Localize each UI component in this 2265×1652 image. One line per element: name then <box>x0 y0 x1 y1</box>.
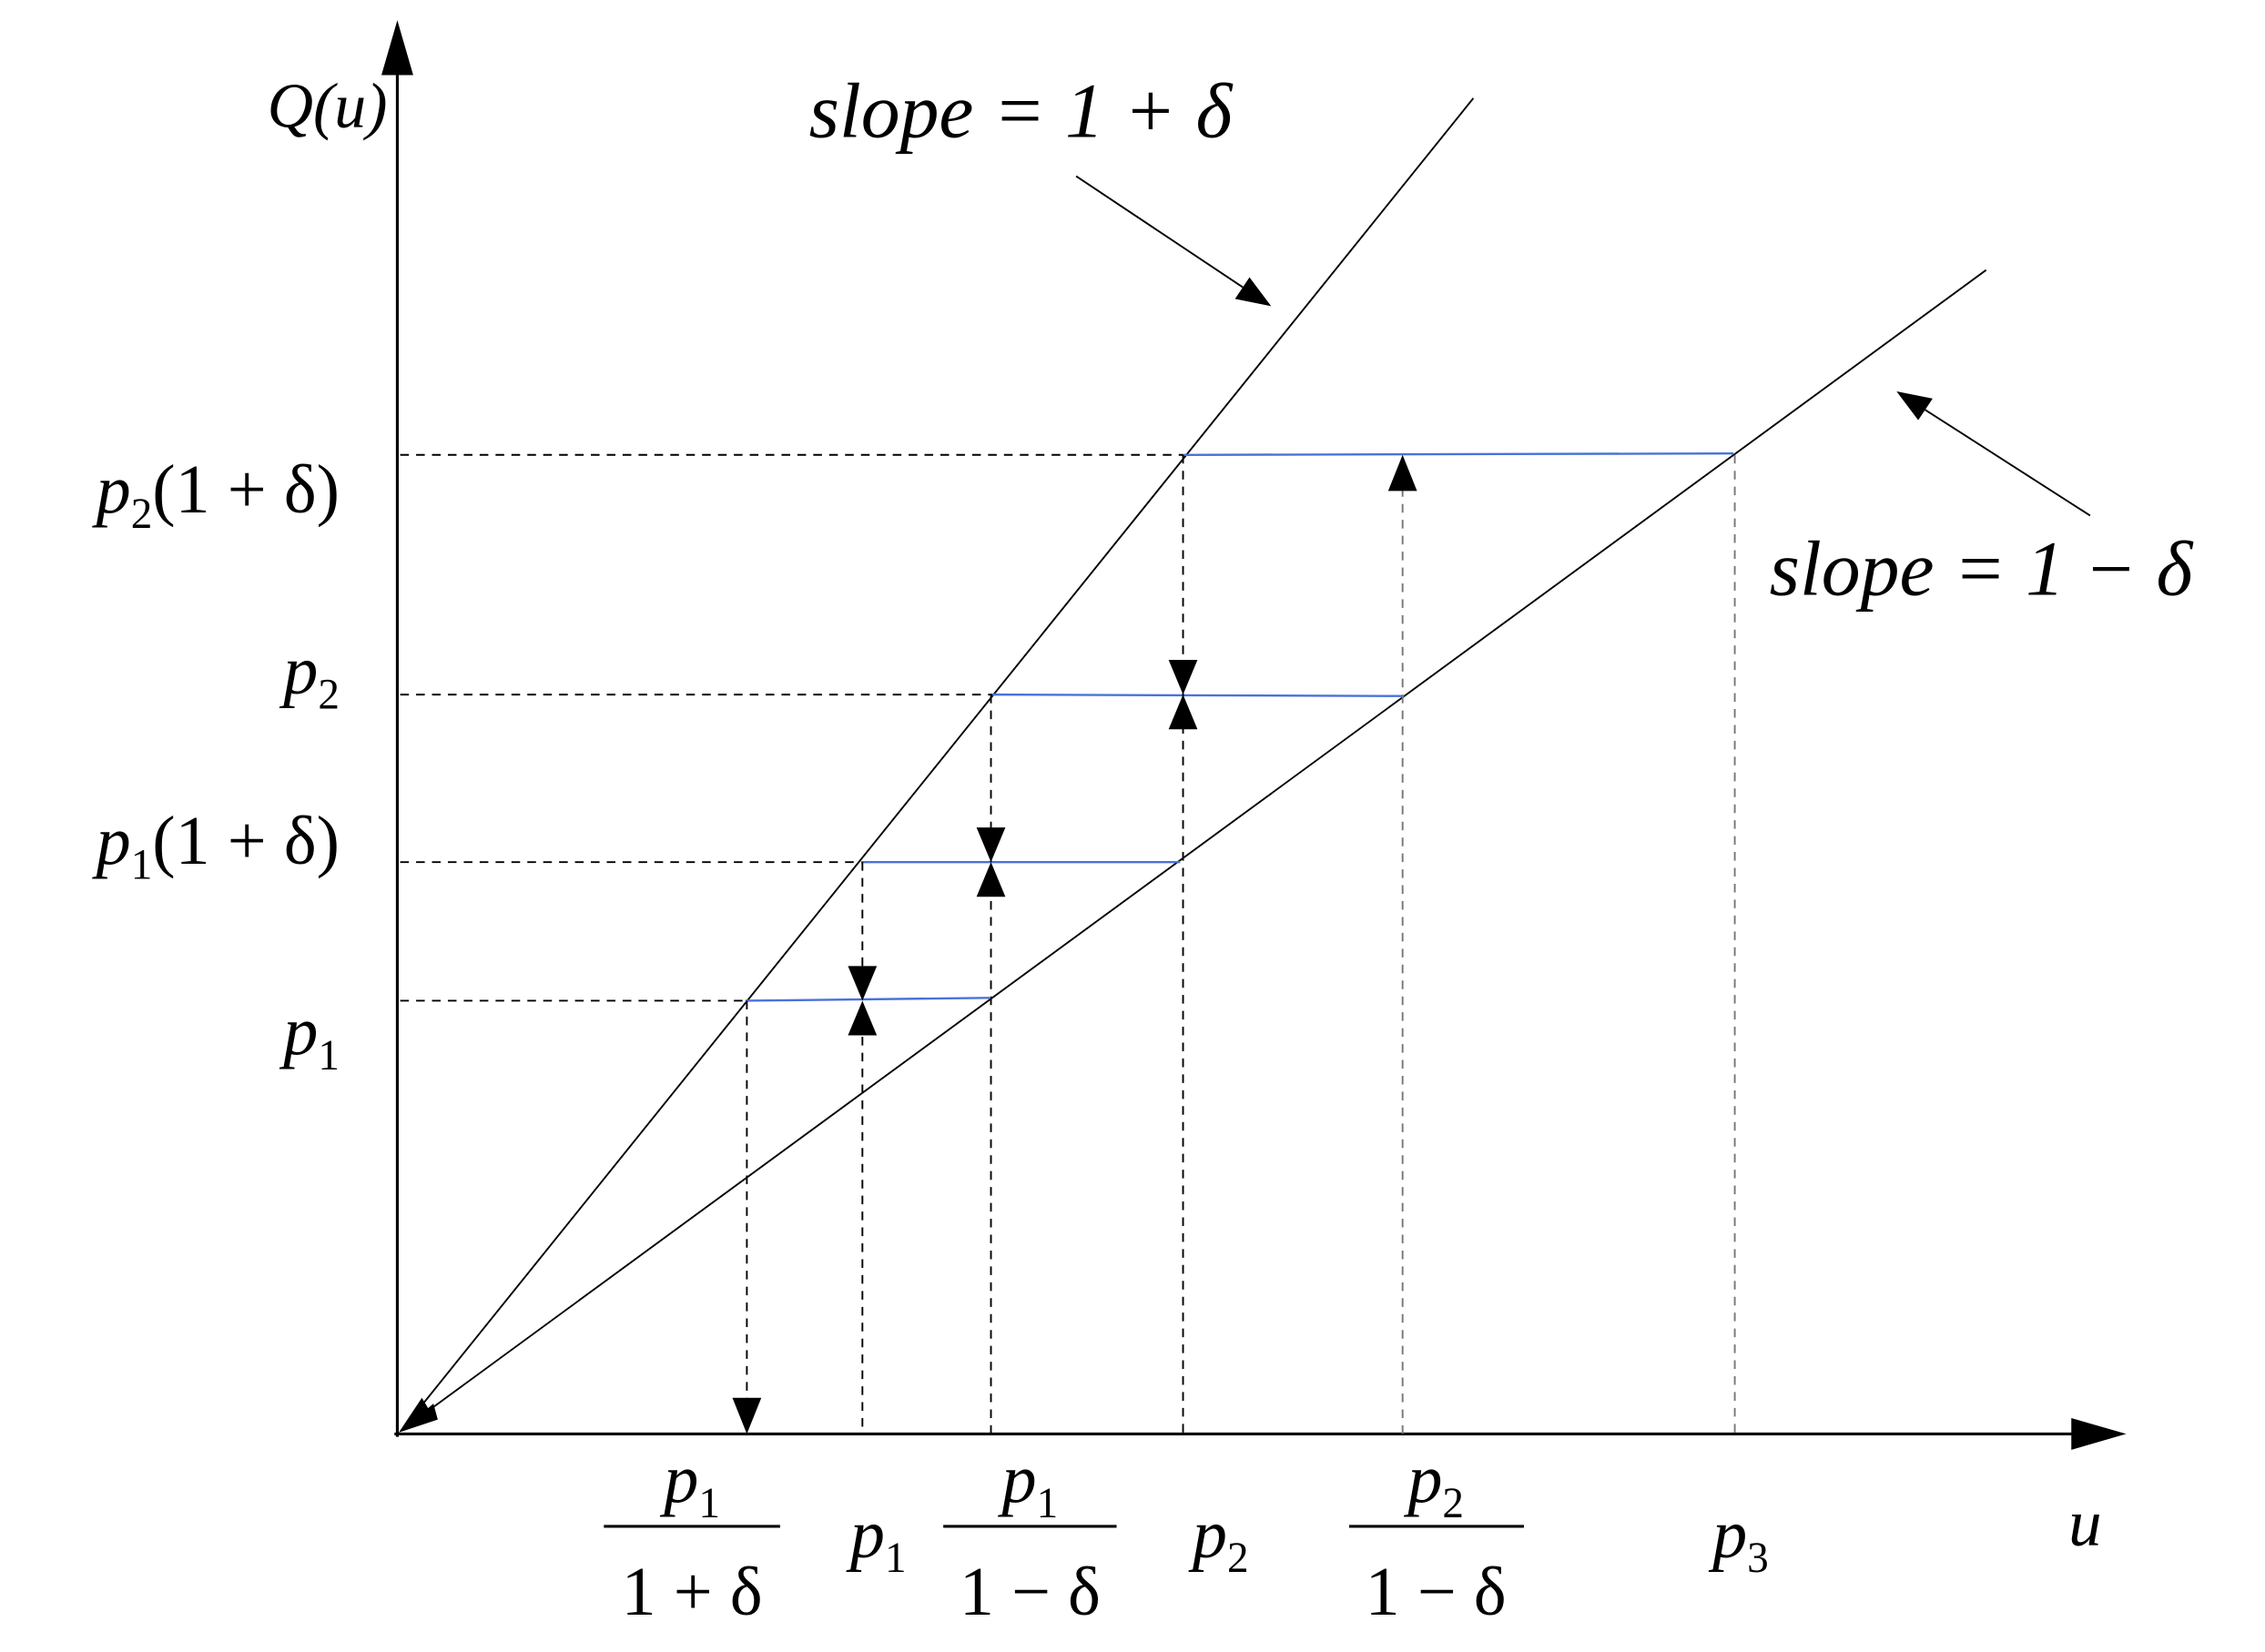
symbol: p <box>1188 1495 1227 1572</box>
pointer-head <box>1896 390 1933 421</box>
blue-segments <box>745 451 1734 1002</box>
arrowhead <box>732 1397 762 1434</box>
arrowhead <box>976 862 1006 897</box>
subscript: 1 <box>131 842 153 889</box>
h-guides <box>400 453 1183 1002</box>
v-guides-gray <box>1401 454 1736 1434</box>
subscript: 2 <box>1227 1535 1249 1582</box>
blue-segment <box>1183 451 1734 456</box>
y-axis-arrow <box>381 20 413 76</box>
symbol: p <box>659 1441 698 1517</box>
x-axis-arrow <box>2071 1417 2127 1450</box>
arrowhead <box>1387 454 1417 492</box>
arrowhead <box>976 827 1006 863</box>
pointer <box>1920 406 2091 517</box>
blue-segment <box>992 693 1405 697</box>
symbol: p <box>846 1495 885 1572</box>
lower-line <box>403 269 1987 1429</box>
arrowhead <box>1168 694 1198 730</box>
arrowheads <box>732 454 1417 1434</box>
pointer <box>1075 175 1246 290</box>
symbol: p <box>1403 1441 1442 1517</box>
arrowhead <box>848 966 878 1001</box>
symbol: p <box>279 993 318 1069</box>
subscript: 1 <box>885 1535 907 1582</box>
origin-arrow <box>399 1397 431 1433</box>
annotation: slope = 1 + δ <box>809 68 1234 155</box>
math-label: p1 <box>846 1495 907 1582</box>
suffix: (1 + δ) <box>152 803 340 879</box>
denominator: 1 − δ <box>960 1554 1101 1630</box>
x-axis-label: u <box>2068 1486 2101 1560</box>
math-label: p1 <box>998 1441 1059 1527</box>
arrowhead <box>848 1000 878 1036</box>
math-label: p2(1 + δ) <box>92 451 340 538</box>
suffix: (1 + δ) <box>152 451 340 528</box>
math-label: p1(1 + δ) <box>92 803 340 889</box>
symbol: p <box>92 803 131 879</box>
subscript: 2 <box>131 491 153 538</box>
subscript: 3 <box>1747 1535 1769 1582</box>
pointer-head <box>1234 277 1272 307</box>
arrowhead <box>1168 660 1198 695</box>
symbol: p <box>998 1441 1037 1517</box>
upper-line <box>403 97 1475 1428</box>
subscript: 1 <box>698 1480 720 1527</box>
annotation: slope = 1 − δ <box>1770 526 2194 613</box>
denominator: 1 − δ <box>1366 1554 1507 1630</box>
origin-arrow <box>399 1404 438 1433</box>
subscript: 2 <box>318 671 340 718</box>
symbol: p <box>92 451 131 528</box>
subscript: 1 <box>1037 1480 1059 1527</box>
blue-segment <box>745 997 990 1002</box>
y-axis-label: Q(u) <box>268 72 388 142</box>
symbol: p <box>1708 1495 1747 1572</box>
math-label: p3 <box>1708 1495 1769 1582</box>
math-label: p1 <box>659 1441 720 1527</box>
math-label: p2 <box>279 633 340 719</box>
v-guides <box>746 454 1184 1434</box>
subscript: 1 <box>318 1032 340 1079</box>
math-label: p2 <box>1403 1441 1464 1527</box>
math-label: p2 <box>1188 1495 1249 1582</box>
subscript: 2 <box>1442 1480 1464 1527</box>
symbol: p <box>279 633 318 709</box>
denominator: 1 + δ <box>622 1554 763 1630</box>
math-label: p1 <box>279 993 340 1079</box>
